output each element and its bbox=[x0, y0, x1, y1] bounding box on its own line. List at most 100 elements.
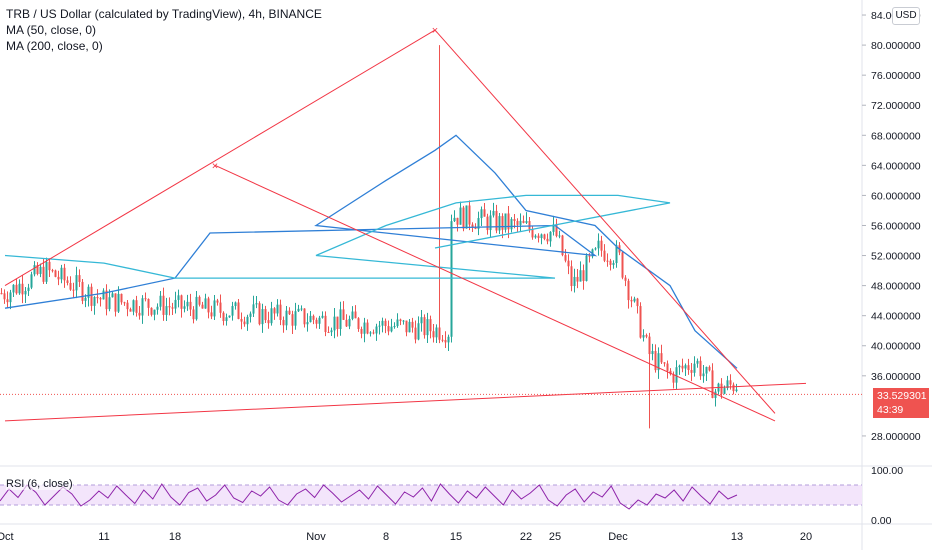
candle-body bbox=[210, 312, 213, 317]
candle-body bbox=[426, 319, 429, 336]
candle-body bbox=[441, 339, 444, 341]
candle-body bbox=[0, 293, 3, 295]
candle-body bbox=[525, 221, 528, 223]
candle-body bbox=[633, 298, 636, 302]
rsi-legend[interactable]: RSI (6, close) bbox=[6, 478, 73, 490]
candle-body bbox=[480, 209, 483, 219]
candle-body bbox=[174, 299, 177, 309]
candle-body bbox=[540, 234, 543, 239]
candle-body bbox=[150, 307, 153, 315]
candle-body bbox=[519, 220, 522, 225]
candle-body bbox=[282, 319, 285, 326]
candle-body bbox=[594, 248, 597, 250]
candle-body bbox=[69, 282, 72, 290]
candle-body bbox=[498, 216, 501, 231]
symbol-title[interactable]: TRB / US Dollar (calculated by TradingVi… bbox=[6, 7, 322, 21]
candle-body bbox=[315, 319, 318, 324]
candle-body bbox=[543, 234, 546, 239]
candle-body bbox=[501, 216, 504, 230]
candle-body bbox=[27, 287, 30, 291]
candle-body bbox=[129, 309, 132, 312]
candle-body bbox=[369, 332, 372, 334]
candle-body bbox=[408, 321, 411, 333]
candle-body bbox=[714, 391, 717, 398]
candle-body bbox=[123, 302, 126, 304]
candle-body bbox=[351, 311, 354, 319]
candle-body bbox=[6, 299, 9, 303]
candle-body bbox=[48, 261, 51, 271]
candle-body bbox=[135, 300, 138, 313]
bar-countdown: 43:39 bbox=[877, 404, 904, 416]
candle-body bbox=[468, 205, 471, 225]
candle-body bbox=[36, 265, 39, 274]
candle-body bbox=[366, 322, 369, 334]
candle-body bbox=[75, 275, 78, 291]
candle-body bbox=[81, 281, 84, 301]
candle-body bbox=[393, 326, 396, 328]
candle-body bbox=[246, 316, 249, 325]
x-tick-label: Nov bbox=[306, 531, 326, 543]
candle-body bbox=[39, 266, 42, 274]
candle-body bbox=[90, 286, 93, 306]
candle-body bbox=[51, 270, 54, 272]
ma50-legend[interactable]: MA (50, close, 0) bbox=[6, 23, 97, 37]
candle-body bbox=[78, 275, 81, 282]
candle-body bbox=[195, 296, 198, 320]
candle-body bbox=[690, 369, 693, 373]
candle-body bbox=[378, 325, 381, 327]
candle-body bbox=[372, 332, 375, 334]
candle-body bbox=[42, 266, 45, 282]
candle-body bbox=[423, 317, 426, 336]
candle-body bbox=[270, 308, 273, 324]
candle-body bbox=[180, 295, 183, 309]
candle-body bbox=[375, 326, 378, 334]
candle-body bbox=[609, 260, 612, 265]
rsi-tick-label: 100.00 bbox=[871, 465, 903, 477]
candle-body bbox=[147, 299, 150, 308]
candle-body bbox=[240, 319, 243, 322]
candle-body bbox=[387, 326, 390, 332]
candle-body bbox=[684, 365, 687, 369]
y-tick-label: 56.000000 bbox=[871, 220, 921, 232]
currency-button[interactable]: USD bbox=[892, 7, 920, 25]
candle-body bbox=[729, 380, 732, 385]
candle-body bbox=[153, 309, 156, 315]
x-tick-label: 8 bbox=[383, 531, 389, 543]
candle-body bbox=[627, 280, 630, 301]
candle-body bbox=[567, 260, 570, 267]
candle-body bbox=[597, 240, 600, 249]
y-tick-label: 28.000000 bbox=[871, 431, 921, 443]
candle-body bbox=[348, 318, 351, 327]
candle-body bbox=[66, 280, 69, 283]
candle-body bbox=[606, 260, 609, 262]
candle-body bbox=[537, 235, 540, 239]
candle-body bbox=[339, 309, 342, 330]
ma200-legend[interactable]: MA (200, close, 0) bbox=[6, 39, 103, 53]
candle-body bbox=[399, 319, 402, 322]
candle-body bbox=[159, 295, 162, 307]
candle-body bbox=[486, 216, 489, 231]
candle-body bbox=[465, 205, 468, 229]
candle-body bbox=[414, 327, 417, 340]
candle-body bbox=[411, 321, 414, 328]
candle-body bbox=[312, 315, 315, 320]
candle-body bbox=[573, 276, 576, 287]
candle-body bbox=[639, 306, 642, 338]
candle-body bbox=[723, 388, 726, 394]
candle-body bbox=[588, 255, 591, 257]
candle-body bbox=[333, 316, 336, 331]
candle-body bbox=[33, 265, 36, 275]
candle-body bbox=[654, 351, 657, 371]
candle-body bbox=[228, 315, 231, 318]
candle-body bbox=[114, 293, 117, 312]
candle-body bbox=[555, 224, 558, 237]
candle-body bbox=[495, 210, 498, 231]
candle-body bbox=[648, 336, 651, 355]
candle-body bbox=[444, 340, 447, 343]
trendline-anchor: × bbox=[212, 160, 218, 172]
candle-body bbox=[549, 231, 552, 242]
x-tick-label: Oct bbox=[0, 531, 14, 543]
candle-body bbox=[489, 215, 492, 231]
